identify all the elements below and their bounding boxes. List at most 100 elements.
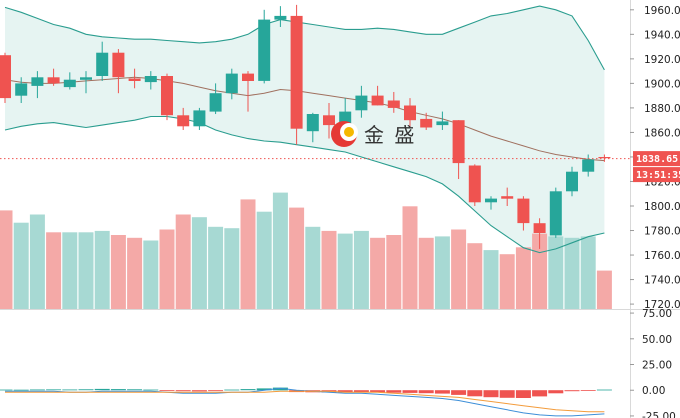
candle-body bbox=[371, 95, 384, 106]
volume-bar bbox=[78, 232, 94, 309]
candle-body bbox=[582, 159, 595, 172]
price-tick-label: 1880.00 bbox=[644, 103, 680, 115]
volume-bar bbox=[208, 226, 224, 309]
candle-body bbox=[47, 77, 60, 84]
candle-body bbox=[566, 171, 578, 192]
macd-histogram-bar bbox=[94, 388, 110, 391]
candle-body bbox=[387, 100, 400, 108]
candle-body bbox=[242, 73, 254, 81]
candle-body bbox=[452, 120, 465, 164]
candle bbox=[144, 71, 157, 90]
volume-bar bbox=[240, 199, 256, 309]
volume-bar bbox=[337, 233, 353, 309]
macd-histogram-bar bbox=[353, 390, 369, 393]
macd-histogram-bar bbox=[402, 390, 418, 393]
candle bbox=[112, 49, 125, 94]
current-price-label: 1838.65 bbox=[636, 154, 678, 165]
candle-body bbox=[0, 55, 11, 99]
candle bbox=[258, 9, 271, 84]
volume-bar bbox=[13, 222, 29, 309]
macd-histogram-bar bbox=[62, 389, 78, 391]
volume-bar bbox=[451, 229, 467, 309]
candle bbox=[47, 68, 60, 86]
candle-body bbox=[258, 19, 271, 81]
macd-histogram-bar bbox=[0, 389, 13, 391]
volume-bar bbox=[483, 250, 499, 309]
candle bbox=[387, 91, 400, 113]
candle bbox=[274, 6, 287, 27]
candle-body bbox=[404, 105, 416, 121]
volume-bar bbox=[29, 214, 45, 309]
macd-histogram-bar bbox=[208, 390, 224, 392]
candle bbox=[371, 85, 384, 106]
candle bbox=[452, 120, 465, 180]
volume-bar bbox=[46, 232, 62, 309]
candle bbox=[63, 72, 76, 90]
candle bbox=[323, 103, 335, 139]
volume-bar bbox=[402, 206, 418, 310]
macd-histogram-bar bbox=[548, 390, 564, 394]
volume-bar bbox=[499, 254, 515, 309]
candle bbox=[15, 77, 28, 103]
candle bbox=[31, 71, 44, 99]
candle-body bbox=[144, 76, 157, 83]
macd-histogram-bar bbox=[434, 390, 450, 394]
macd-tick-label: 0.00 bbox=[642, 385, 665, 397]
volume-bar bbox=[548, 236, 564, 309]
macd-signal-line bbox=[5, 390, 605, 413]
macd-histogram-bar bbox=[483, 390, 499, 398]
macd-histogram-bar bbox=[127, 389, 143, 391]
price-tick-label: 1800.00 bbox=[644, 201, 680, 213]
macd-histogram-bar bbox=[78, 389, 94, 391]
macd-histogram-bar bbox=[143, 389, 159, 391]
volume-bar bbox=[321, 230, 337, 309]
candle bbox=[549, 187, 562, 238]
candle-body bbox=[274, 15, 287, 20]
candle-body bbox=[468, 165, 481, 203]
macd-histogram-bar bbox=[467, 390, 483, 397]
price-tick-label: 1860.00 bbox=[644, 127, 680, 139]
candles bbox=[0, 4, 611, 249]
candle-body bbox=[533, 223, 546, 233]
volume-bar bbox=[370, 237, 386, 309]
countdown-label: 13:51:35 bbox=[636, 170, 680, 181]
volume-bar bbox=[94, 230, 110, 309]
macd-histogram-bar bbox=[175, 390, 191, 392]
volume-bar bbox=[353, 230, 369, 309]
volume-bar bbox=[418, 237, 434, 309]
candle-body bbox=[306, 114, 319, 132]
macd-tick-label: 25.00 bbox=[642, 360, 672, 372]
volume-bar bbox=[386, 235, 402, 309]
candle-body bbox=[112, 52, 125, 78]
macd-histogram-bar bbox=[564, 390, 580, 392]
candle-body bbox=[80, 77, 92, 80]
macd-histogram-bar bbox=[46, 389, 62, 391]
candle bbox=[436, 111, 449, 130]
candle bbox=[404, 98, 416, 128]
bollinger-band-fill bbox=[5, 6, 605, 253]
volume-bar bbox=[434, 236, 450, 309]
candle bbox=[225, 68, 238, 100]
macd-line bbox=[5, 387, 605, 417]
volume-bar bbox=[143, 240, 159, 309]
macd-histogram-bar bbox=[29, 389, 45, 391]
candle-body bbox=[15, 83, 28, 96]
macd-histogram-bar bbox=[13, 389, 29, 391]
candle bbox=[128, 68, 141, 89]
candle-body bbox=[517, 198, 530, 224]
watermark-text: 金 盛 bbox=[364, 123, 416, 147]
volume-bar bbox=[224, 228, 240, 309]
macd-histogram-bar bbox=[337, 390, 353, 393]
volume-bars bbox=[0, 192, 612, 310]
candle bbox=[306, 112, 319, 143]
candle-body bbox=[501, 196, 514, 199]
candle bbox=[0, 52, 11, 103]
candle bbox=[533, 218, 546, 249]
volume-bar bbox=[467, 243, 483, 309]
volume-bar bbox=[596, 270, 612, 309]
macd-histogram-bar bbox=[240, 389, 256, 391]
candle-body bbox=[485, 198, 497, 203]
candle-body bbox=[161, 76, 173, 116]
price-tick-label: 1940.00 bbox=[644, 29, 680, 41]
macd-histogram-bar bbox=[580, 390, 596, 391]
